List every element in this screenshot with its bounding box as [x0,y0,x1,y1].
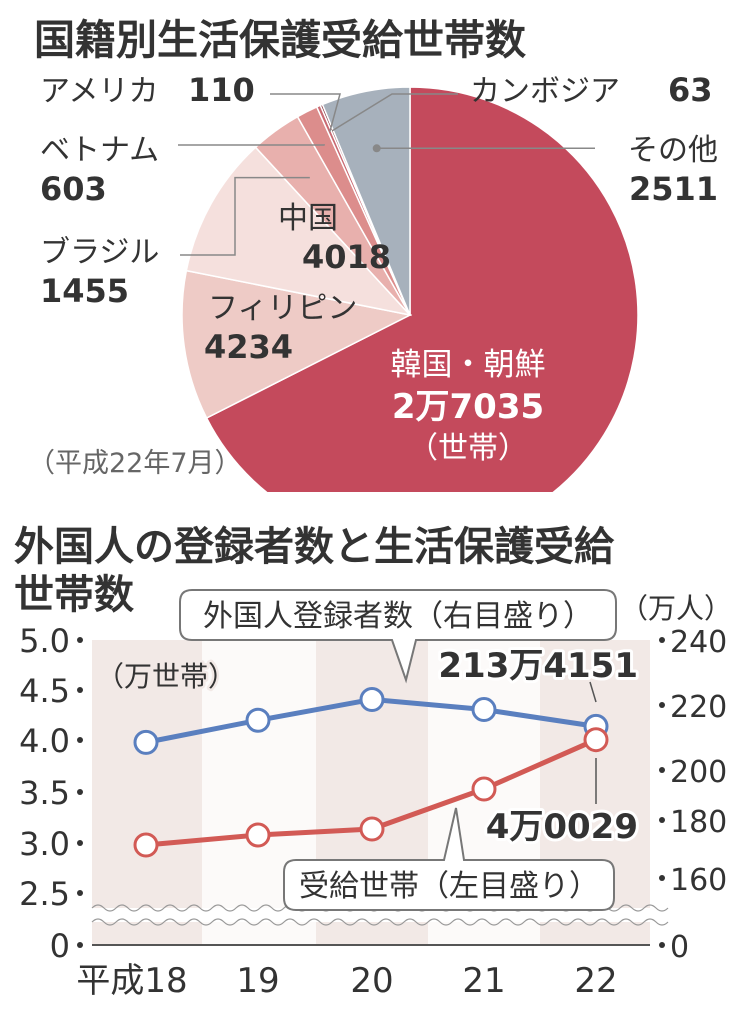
series-1-point-2 [361,818,383,840]
label-philippines-name: フィリピン [208,291,357,326]
right-tick-dot-4 [659,875,665,881]
series-1-end-label: 4万0029 [486,807,638,847]
series-0-point-3 [473,699,495,721]
right-tick-dot-3 [659,817,665,823]
left-tick-dot-4 [77,840,83,846]
right-tick-5: 0 [670,930,689,965]
series-0-name: 外国人登録者数（右目盛り） [203,599,593,634]
x-label-0: 平成18 [76,961,187,1001]
left-tick-5: 2.5 [19,875,70,913]
label-korea-name: 韓国・朝鮮 [391,347,546,383]
label-other-value: 2511 [629,170,718,208]
leader-other-dot [373,144,381,152]
right-tick-2: 200 [670,755,727,790]
left-tick-dot-0 [77,637,83,643]
label-brazil-name: ブラジル [40,235,159,270]
right-axis-unit: （万人） [620,592,732,625]
series-1-point-1 [247,824,269,846]
series-1-point-3 [473,778,495,800]
label-cambodia-value: 63 [668,71,713,109]
x-label-2: 20 [350,961,393,1001]
series-1-name: 受給世帯（左目盛り） [299,869,599,904]
pie-note: （平成22年7月） [28,448,242,479]
left-tick-3: 3.5 [19,774,70,812]
left-tick-4: 3.0 [19,825,70,863]
label-vietnam-name: ベトナム [40,133,159,168]
left-tick-0: 5.0 [19,622,70,660]
label-korea-value: 2万7035 [392,387,544,427]
label-cambodia-name: カンボジア [470,74,620,109]
left-tick-2: 4.0 [19,722,70,760]
left-tick-dot-3 [77,789,83,795]
left-tick-6: 0 [50,927,70,965]
series-0-point-1 [247,709,269,731]
series-0-point-0 [135,731,157,753]
right-tick-dot-5 [659,942,665,948]
x-label-1: 19 [236,961,279,1001]
label-china-value: 4018 [302,238,391,276]
left-tick-dot-5 [77,890,83,896]
label-philippines-value: 4234 [204,328,293,366]
label-brazil-value: 1455 [40,272,129,310]
right-tick-dot-0 [659,637,665,643]
x-label-4: 22 [574,961,617,1001]
right-tick-dot-1 [659,702,665,708]
left-tick-dot-1 [77,687,83,693]
right-tick-0: 240 [670,625,727,660]
line-chart-panel: 外国人の登録者数と生活保護受給 世帯数 5.0 4.5 4.0 3.5 3.0 2.5 0 2… [0,500,750,1007]
label-usa-value: 110 [188,71,255,109]
series-1-point-4 [585,729,607,751]
label-vietnam-value: 603 [40,170,107,208]
left-tick-1: 4.5 [19,672,70,710]
label-china-name: 中国 [278,201,338,236]
series-1-point-0 [135,834,157,856]
label-korea-unit: （世帯） [408,431,528,466]
right-tick-dot-2 [659,767,665,773]
label-other-name: その他 [628,133,718,168]
left-tick-dot-2 [77,737,83,743]
series-0-end-label: 213万4151 [438,646,638,686]
line-title-line2: 世帯数 [14,572,134,618]
line-title-line1: 外国人の登録者数と生活保護受給 [14,524,615,570]
line-chart: 外国人の登録者数と生活保護受給 世帯数 5.0 4.5 4.0 3.5 3.0 2.5 0 2… [0,500,750,1007]
series-0-point-2 [361,688,383,710]
label-usa-name: アメリカ [40,74,159,109]
x-label-3: 21 [462,961,505,1001]
right-tick-1: 220 [670,690,727,725]
pie-title: 国籍別生活保護受給世帯数 [34,16,526,64]
right-tick-3: 180 [670,805,727,840]
right-tick-4: 160 [670,863,727,898]
left-axis-unit: （万世帯） [96,660,236,693]
left-tick-dot-6 [77,942,83,948]
